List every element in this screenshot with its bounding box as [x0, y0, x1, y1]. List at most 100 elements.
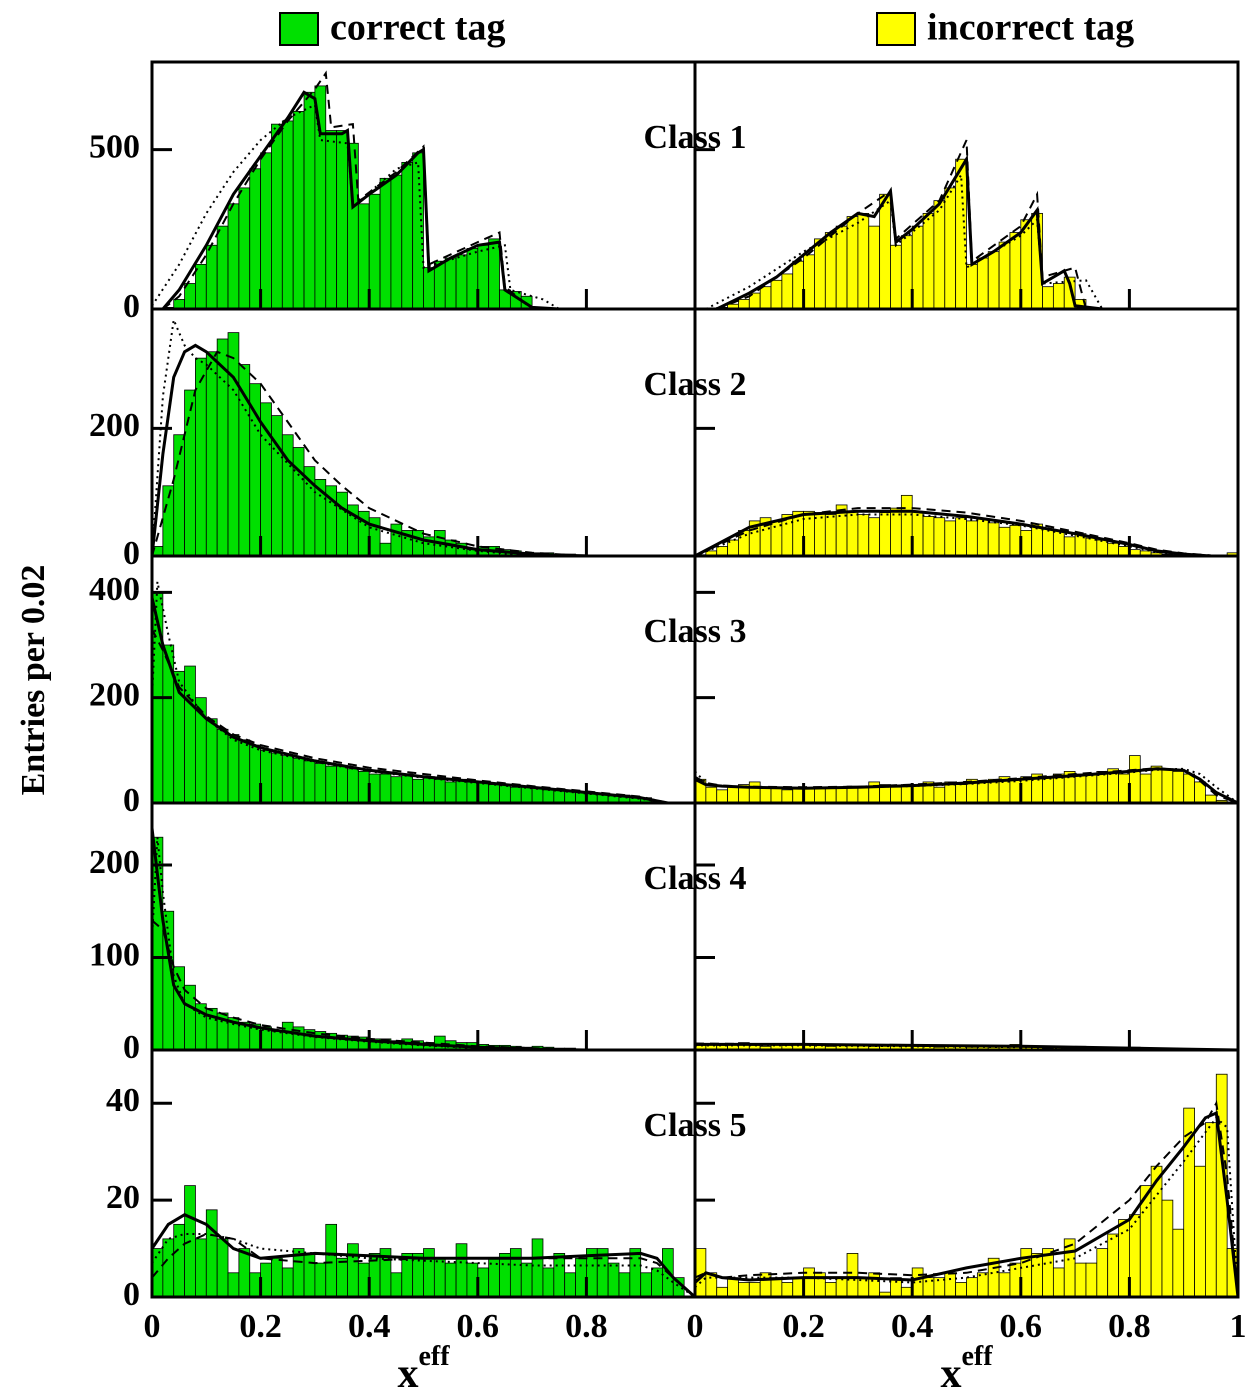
- fit-curve-solid: [152, 343, 587, 556]
- histogram-bar: [1150, 765, 1163, 803]
- histogram-bar: [1118, 773, 1130, 803]
- histogram-bar: [390, 1272, 403, 1297]
- histogram-bar: [423, 267, 435, 309]
- histogram-bar: [205, 244, 218, 309]
- histogram-bar: [1020, 219, 1033, 309]
- histogram-bar: [281, 755, 294, 803]
- histogram-bar: [824, 232, 837, 309]
- histogram-bar: [444, 539, 457, 556]
- histogram-bar: [803, 787, 815, 803]
- fit-curve-dashed: [695, 507, 1238, 556]
- histogram-bar: [477, 244, 490, 309]
- histogram-bar: [357, 1262, 370, 1297]
- histogram-bar: [216, 1238, 229, 1297]
- panel: [695, 755, 1238, 803]
- histogram-bar: [314, 763, 327, 803]
- histogram-bar: [303, 1253, 316, 1297]
- panel: [705, 139, 1104, 309]
- histogram-bar: [1183, 773, 1195, 803]
- fit-curve-dotted: [705, 171, 1104, 309]
- histogram-bar: [922, 212, 935, 309]
- histogram-bar: [260, 1262, 272, 1297]
- histogram-bar: [379, 773, 392, 803]
- histogram-bar: [781, 1282, 794, 1297]
- histogram-bar: [911, 784, 924, 803]
- histogram-bar: [1031, 1253, 1043, 1297]
- histogram-bar: [195, 263, 207, 309]
- histogram-bar: [770, 279, 783, 309]
- histogram-bar: [900, 494, 913, 556]
- x-axis-label-sup: eff: [961, 1341, 993, 1372]
- histogram-bar: [433, 778, 446, 803]
- histogram-bar: [998, 526, 1011, 556]
- histogram-bar: [455, 254, 468, 309]
- panel: [152, 316, 587, 556]
- histogram-bar: [1205, 1122, 1217, 1297]
- histogram-bar: [205, 718, 218, 803]
- fit-curve-dashed: [695, 767, 1238, 803]
- histogram-bar: [705, 786, 718, 803]
- y-tick-label: 0: [123, 535, 140, 572]
- histogram-bar: [477, 781, 490, 803]
- histogram-bar: [412, 152, 424, 309]
- histogram-bar: [868, 1272, 881, 1297]
- histogram-bar: [1096, 771, 1109, 803]
- histogram-bar: [499, 1253, 511, 1297]
- panel: [695, 494, 1238, 556]
- y-tick-label: 100: [89, 936, 140, 973]
- y-tick-label: 0: [123, 1276, 140, 1313]
- histogram-bar: [879, 193, 891, 309]
- y-tick-label: 200: [89, 844, 140, 881]
- histogram-bar: [1009, 778, 1022, 803]
- histogram-bar: [607, 1262, 620, 1297]
- histogram-bar: [868, 225, 881, 309]
- histogram-bar: [770, 786, 783, 803]
- x-tick-label: 0.6: [457, 1308, 500, 1345]
- histogram-bar: [336, 130, 348, 309]
- histogram-bar: [824, 787, 837, 803]
- histogram-bar: [987, 522, 1000, 556]
- histogram-bar: [401, 161, 414, 309]
- histogram-bar: [1063, 536, 1076, 556]
- histogram-bar: [781, 273, 794, 309]
- histogram-bar: [238, 739, 251, 803]
- histogram-bar: [488, 238, 500, 309]
- histogram-bar: [846, 1253, 859, 1297]
- panel-frame: [150, 801, 697, 1052]
- histogram-bar: [227, 203, 240, 309]
- histogram-bar: [1009, 232, 1022, 309]
- y-axis-label: Entries per 0.02: [15, 565, 52, 796]
- histogram-bar: [368, 193, 381, 309]
- histogram-bar: [195, 1238, 207, 1297]
- histogram-bar: [651, 1267, 663, 1297]
- histogram-bar: [1107, 1233, 1119, 1297]
- histogram-bar: [1172, 771, 1185, 803]
- histogram-bar: [911, 225, 924, 309]
- histogram-bar: [390, 523, 403, 556]
- x-tick-label: 0.2: [239, 1308, 282, 1345]
- panel: [152, 827, 609, 1050]
- histogram-bar: [227, 734, 240, 803]
- histogram-bar: [542, 1267, 555, 1297]
- histogram-bar: [216, 225, 229, 309]
- histogram-bar: [466, 1262, 479, 1297]
- histogram-bar: [249, 1272, 262, 1297]
- histogram-bar: [444, 781, 457, 803]
- histogram-bar: [205, 1209, 218, 1297]
- histogram-bar: [205, 351, 218, 556]
- histogram-bar: [1215, 1073, 1228, 1297]
- panel: [152, 581, 669, 803]
- x-axis-label-main: x: [397, 1351, 418, 1397]
- histogram-bar: [260, 152, 272, 309]
- histogram-bar: [466, 781, 479, 803]
- histogram-bar: [423, 776, 435, 803]
- y-tick-label: 500: [89, 128, 140, 165]
- histogram-bar: [281, 1267, 294, 1297]
- histogram-bar: [553, 789, 566, 803]
- fit-curve-dashed: [695, 1100, 1238, 1297]
- fit-curve-solid: [152, 827, 587, 1050]
- histogram-bar: [1139, 773, 1152, 803]
- histogram-bar: [488, 784, 500, 803]
- histogram-bar: [759, 1272, 772, 1297]
